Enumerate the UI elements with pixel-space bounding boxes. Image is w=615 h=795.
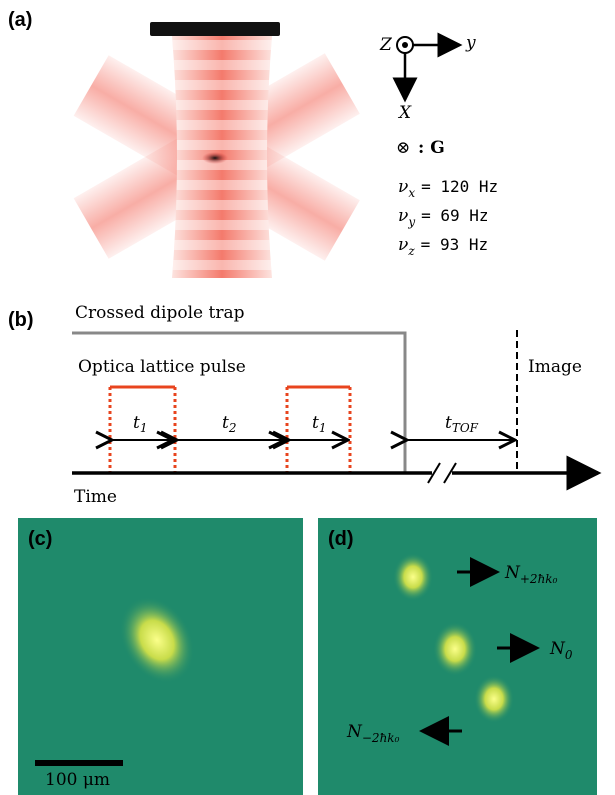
image-d: (d) N+2ħk₀ N0 N−2ħk₀ [318, 518, 597, 795]
lattice-label: Optica lattice pulse [78, 357, 246, 377]
symbol: ν [398, 235, 408, 255]
frequency: νy = 69 Hz [398, 206, 489, 229]
atom-cloud [393, 553, 433, 601]
trap-label: Crossed dipole trap [75, 303, 245, 323]
image-label: Image [528, 357, 582, 377]
atom-cloud [433, 622, 477, 676]
symbol: ν [398, 177, 408, 197]
gravity-symbol: ⊗ [396, 138, 410, 158]
frequency: νz = 93 Hz [398, 235, 488, 258]
optical-setup [74, 22, 360, 278]
subscript: +2ħk₀ [520, 572, 558, 586]
scale-bar [35, 760, 123, 766]
subscript: 0 [565, 648, 573, 662]
value: = 120 Hz [421, 177, 498, 196]
z-axis-dot [402, 42, 408, 48]
trap-frequencies: νx= 120 Hz νy= 69 Hz νz= 93 Hz [398, 177, 498, 258]
panel-label: (c) [28, 528, 52, 550]
interval-label: t1 [312, 413, 326, 435]
value: = 69 Hz [421, 206, 488, 225]
panel-label: (b) [8, 309, 34, 331]
subscript: 1 [140, 421, 148, 435]
interval-label: t1 [133, 413, 147, 435]
figure: (a) Z y X ⊗ : G νx= 120 Hz νy= 69 Hz νz=… [0, 0, 615, 795]
interval-label: tTOF [445, 413, 479, 435]
z-axis-label: Z [379, 35, 393, 55]
symbol: N [346, 722, 363, 742]
symbol: N [549, 639, 566, 659]
subscript: y [407, 215, 415, 229]
value: = 93 Hz [421, 235, 488, 254]
time-label: Time [74, 487, 117, 507]
scale-label: 100 μm [45, 770, 110, 790]
interval-label: t2 [222, 413, 236, 435]
symbol: ν [398, 206, 408, 226]
subscript: −2ħk₀ [362, 731, 400, 745]
timing-diagram: Crossed dipole trap Optica lattice pulse… [72, 303, 598, 507]
panel-label: (a) [8, 9, 32, 31]
atom-cloud [474, 675, 514, 723]
y-axis-label: y [465, 33, 476, 53]
mirror [150, 22, 280, 36]
subscript: x [408, 186, 415, 200]
subscript: TOF [452, 421, 479, 435]
frequency: νx = 120 Hz [398, 177, 498, 200]
subscript: z [407, 244, 415, 258]
x-axis-label: X [397, 103, 412, 123]
gravity-label: : G [418, 138, 445, 158]
image-c: (c) 100 μm [18, 518, 303, 795]
panel-label: (d) [328, 528, 354, 550]
trap-signal [72, 333, 405, 473]
symbol: N [504, 563, 521, 583]
subscript: 1 [319, 421, 327, 435]
page: (a) Z y X ⊗ : G νx= 120 Hz νy= 69 Hz νz=… [0, 0, 615, 795]
axes-diagram: Z y X ⊗ : G [379, 33, 476, 158]
atom-cloud [202, 152, 228, 164]
subscript: 2 [228, 421, 237, 435]
